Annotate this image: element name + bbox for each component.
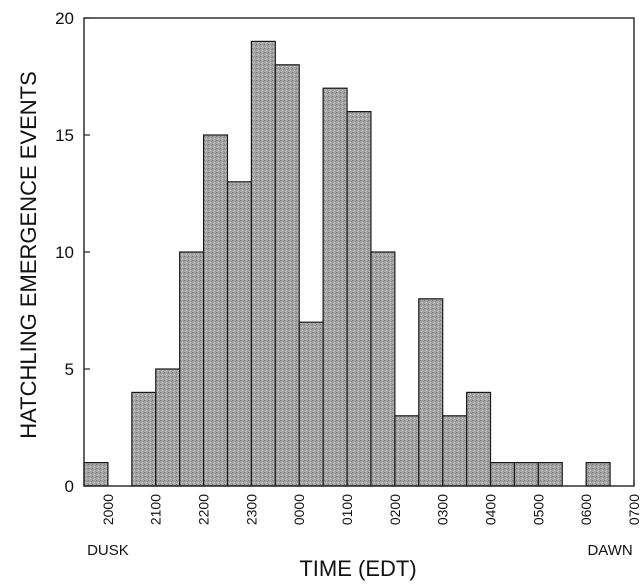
histogram-bar-18	[513, 462, 539, 487]
x-tick-label-0000: 0000	[291, 494, 307, 525]
histogram-bar-12	[370, 251, 396, 487]
y-axis: 0 5 10 15 20	[55, 9, 90, 496]
x-axis-title: TIME (EDT)	[299, 556, 416, 581]
y-tick-label-10: 10	[55, 243, 74, 262]
y-axis-title: HATCHLING EMERGENCE EVENTS	[16, 71, 41, 439]
histogram-bar-2	[131, 391, 157, 487]
histogram-bar-0	[83, 462, 109, 487]
histogram-bar-15	[442, 415, 468, 487]
x-tick-label-0300: 0300	[435, 494, 451, 525]
histogram-bar-16	[466, 391, 492, 487]
x-tick-label-2300: 2300	[243, 494, 259, 525]
histogram-bar-17	[489, 462, 516, 487]
y-tick-label-20: 20	[55, 9, 74, 28]
histogram-bar-21	[585, 462, 611, 487]
annotation-dusk: DUSK	[87, 542, 129, 559]
histogram-bar-8	[274, 64, 300, 487]
histogram-bar-14	[418, 298, 444, 487]
x-tick-label-0700: 0700	[626, 494, 642, 525]
x-tick-label-2200: 2200	[196, 494, 212, 525]
annotations: DUSK DAWN	[87, 542, 633, 559]
x-axis: 2000 2100 2200 2300 0000 0100 0200 0300 0400 0500…	[100, 480, 642, 525]
histogram-bar-13	[394, 415, 420, 487]
x-tick-label-0500: 0500	[530, 494, 546, 525]
x-tick-label-0200: 0200	[387, 494, 403, 525]
y-tick-label-0: 0	[65, 477, 74, 496]
histogram-bar-7	[250, 40, 276, 487]
x-tick-label-2000: 2000	[100, 494, 116, 525]
bars-layer	[83, 40, 611, 487]
histogram-bar-4	[179, 251, 205, 487]
x-tick-label-0100: 0100	[339, 494, 355, 525]
histogram-bar-9	[298, 321, 324, 487]
histogram-bar-11	[346, 110, 372, 487]
histogram-bar-5	[202, 134, 229, 487]
histogram-bar-3	[155, 368, 181, 487]
histogram-bar-19	[537, 462, 563, 487]
histogram-bar-10	[322, 87, 348, 487]
x-tick-label-2100: 2100	[148, 494, 164, 525]
y-tick-label-5: 5	[65, 360, 74, 379]
histogram-bar-6	[226, 181, 252, 487]
x-tick-label-0400: 0400	[483, 494, 499, 525]
annotation-dawn: DAWN	[587, 542, 632, 559]
y-tick-label-15: 15	[55, 126, 74, 145]
x-tick-label-0600: 0600	[578, 494, 594, 525]
